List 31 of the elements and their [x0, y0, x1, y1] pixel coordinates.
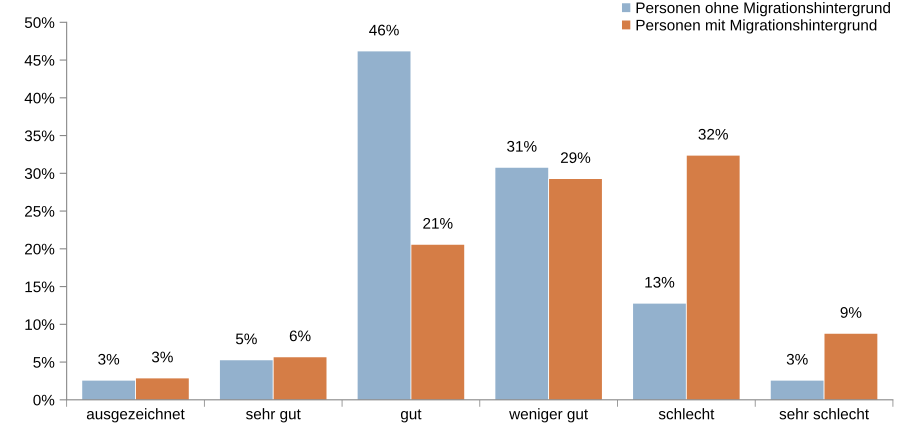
y-tick-label: 20% — [25, 244, 54, 255]
data-label: 3% — [786, 354, 808, 365]
data-label: 6% — [290, 330, 311, 342]
data-label: 13% — [645, 276, 674, 288]
data-label: 31% — [507, 140, 537, 152]
y-tick-label: 25% — [25, 206, 54, 217]
y-tick-label: 45% — [24, 54, 54, 66]
data-label: 3% — [152, 352, 173, 362]
data-label: 32% — [698, 128, 728, 140]
x-tick-label: sehr gut — [246, 408, 301, 422]
data-label: 5% — [236, 334, 257, 344]
y-tick-label: 40% — [24, 92, 54, 104]
legend-label: Personen ohne Migrationshintergrund — [636, 2, 890, 16]
x-tick-label: schlecht — [658, 408, 714, 420]
data-label: 21% — [423, 218, 453, 229]
x-tick-label: weniger gut — [509, 408, 588, 422]
y-tick-label: 0% — [33, 394, 54, 406]
y-tick-label: 35% — [24, 130, 54, 142]
y-tick-label: 30% — [24, 168, 54, 179]
data-label: 3% — [98, 354, 120, 365]
y-tick-label: 15% — [25, 282, 54, 292]
data-label: 9% — [840, 307, 862, 318]
x-tick-label: sehr schlecht — [779, 408, 869, 420]
y-tick-label: 50% — [24, 17, 54, 28]
x-tick-label: gut — [400, 409, 422, 422]
legend-label: Personen mit Migrationshintergrund — [636, 19, 876, 34]
data-label: 29% — [560, 152, 590, 164]
y-tick-label: 5% — [33, 357, 54, 368]
x-tick-label: ausgezeichnet — [86, 408, 185, 422]
data-label: 46% — [369, 24, 399, 36]
y-tick-label: 10% — [25, 319, 54, 330]
